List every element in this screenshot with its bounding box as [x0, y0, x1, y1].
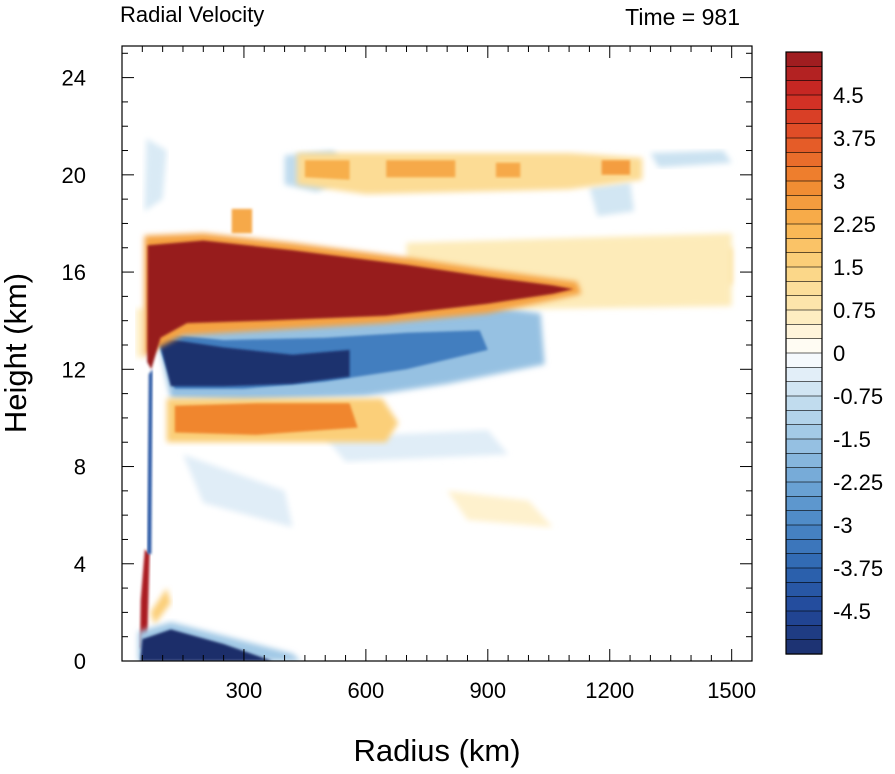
weak-inflow-patch — [589, 182, 635, 217]
upper-outflow-layer — [601, 160, 631, 175]
colorbar-box — [785, 524, 823, 540]
chart-title: Radial Velocity — [120, 2, 264, 27]
upper-outflow-spot — [231, 208, 253, 234]
colorbar-box — [785, 51, 823, 67]
colorbar-box — [785, 166, 823, 182]
colorbar-box — [785, 610, 823, 626]
colorbar-label: -0.75 — [833, 384, 883, 409]
y-axis-label: Height (km) — [0, 273, 33, 433]
colorbar-label: 0 — [833, 341, 845, 366]
colorbar-box — [785, 266, 823, 282]
colorbar-box — [785, 438, 823, 454]
colorbar-box — [785, 66, 823, 82]
plot-frame — [121, 45, 753, 662]
colorbar-box — [785, 223, 823, 239]
colorbar-box — [785, 281, 823, 297]
colorbar-box — [785, 195, 823, 211]
colorbar-box — [785, 295, 823, 311]
colorbar-box — [785, 424, 823, 440]
y-tick-label: 16 — [62, 260, 86, 285]
colorbar-box — [785, 596, 823, 612]
weak-inflow-patch — [650, 150, 732, 168]
x-tick-label: 1200 — [585, 678, 634, 703]
velocity-field — [136, 138, 732, 661]
colorbar-box — [785, 395, 823, 411]
colorbar-box — [785, 467, 823, 483]
time-label: Time = 981 — [625, 4, 740, 30]
colorbar-box — [785, 582, 823, 598]
weak-inflow-patch — [183, 454, 293, 528]
colorbar-label: 2.25 — [833, 212, 876, 237]
axis-ticks: 300 600 900 1200 1500 0 4 8 12 16 20 24 — [62, 46, 756, 703]
upper-outflow-layer — [386, 160, 456, 178]
colorbar-box — [785, 338, 823, 354]
colorbar-box — [785, 209, 823, 225]
colorbar-label: 3 — [833, 169, 845, 194]
colorbar-box — [785, 352, 823, 368]
colorbar-box — [785, 309, 823, 325]
colorbar-box — [785, 94, 823, 110]
x-tick-label: 600 — [348, 678, 385, 703]
near-core-outflow-light — [150, 588, 171, 625]
colorbar-box — [785, 80, 823, 96]
x-tick-label: 900 — [469, 678, 506, 703]
colorbar-label: 3.75 — [833, 126, 876, 151]
colorbar-label: -4.5 — [833, 599, 871, 624]
y-tick-label: 4 — [74, 552, 86, 577]
colorbar-box — [785, 109, 823, 125]
colorbar-box — [785, 152, 823, 168]
colorbar-frame — [785, 51, 823, 655]
y-tick-label: 24 — [62, 66, 86, 91]
x-tick-label: 1500 — [707, 678, 756, 703]
upper-outflow-layer — [304, 160, 350, 180]
colorbar-box — [785, 496, 823, 512]
colorbar-box — [785, 238, 823, 254]
colorbar-label: 0.75 — [833, 298, 876, 323]
mid-level-inflow-core — [158, 337, 350, 387]
colorbar: 4.5 3.75 3 2.25 1.5 0.75 0 -0.75 -1.5 -2.25 -3 -3.7… — [785, 51, 883, 655]
colorbar-box — [785, 410, 823, 426]
colorbar-box — [785, 123, 823, 139]
weak-outflow-patch — [447, 490, 553, 528]
colorbar-label: 1.5 — [833, 255, 864, 280]
colorbar-box — [785, 381, 823, 397]
mid-level-outflow — [174, 403, 358, 435]
x-axis-label: Radius (km) — [353, 733, 520, 768]
upper-level-outflow — [147, 240, 574, 370]
colorbar-label: -1.5 — [833, 427, 871, 452]
x-tick-label: 300 — [226, 678, 263, 703]
colorbar-label: -3.75 — [833, 556, 883, 581]
y-tick-label: 12 — [62, 357, 86, 382]
colorbar-box — [785, 639, 823, 655]
colorbar-label: 4.5 — [833, 83, 864, 108]
weak-outflow-patch — [136, 308, 145, 358]
colorbar-box — [785, 567, 823, 583]
colorbar-box — [785, 539, 823, 555]
colorbar-box — [785, 510, 823, 526]
near-core-inflow-column — [147, 369, 153, 554]
boundary-layer-inflow — [140, 629, 273, 661]
upper-outflow-layer — [296, 153, 643, 195]
near-core-outflow — [139, 549, 150, 649]
colorbar-box — [785, 625, 823, 641]
colorbar-box — [785, 137, 823, 153]
y-tick-label: 0 — [74, 649, 86, 674]
y-tick-label: 20 — [62, 163, 86, 188]
colorbar-box — [785, 553, 823, 569]
colorbar-label: -3 — [833, 513, 853, 538]
colorbar-box — [785, 180, 823, 196]
colorbar-box — [785, 481, 823, 497]
colorbar-label: -2.25 — [833, 470, 883, 495]
y-tick-label: 8 — [74, 455, 86, 480]
colorbar-box — [785, 324, 823, 340]
colorbar-box — [785, 367, 823, 383]
colorbar-box — [785, 453, 823, 469]
weak-inflow-patch — [144, 138, 167, 212]
colorbar-box — [785, 252, 823, 268]
upper-outflow-layer — [495, 162, 521, 178]
